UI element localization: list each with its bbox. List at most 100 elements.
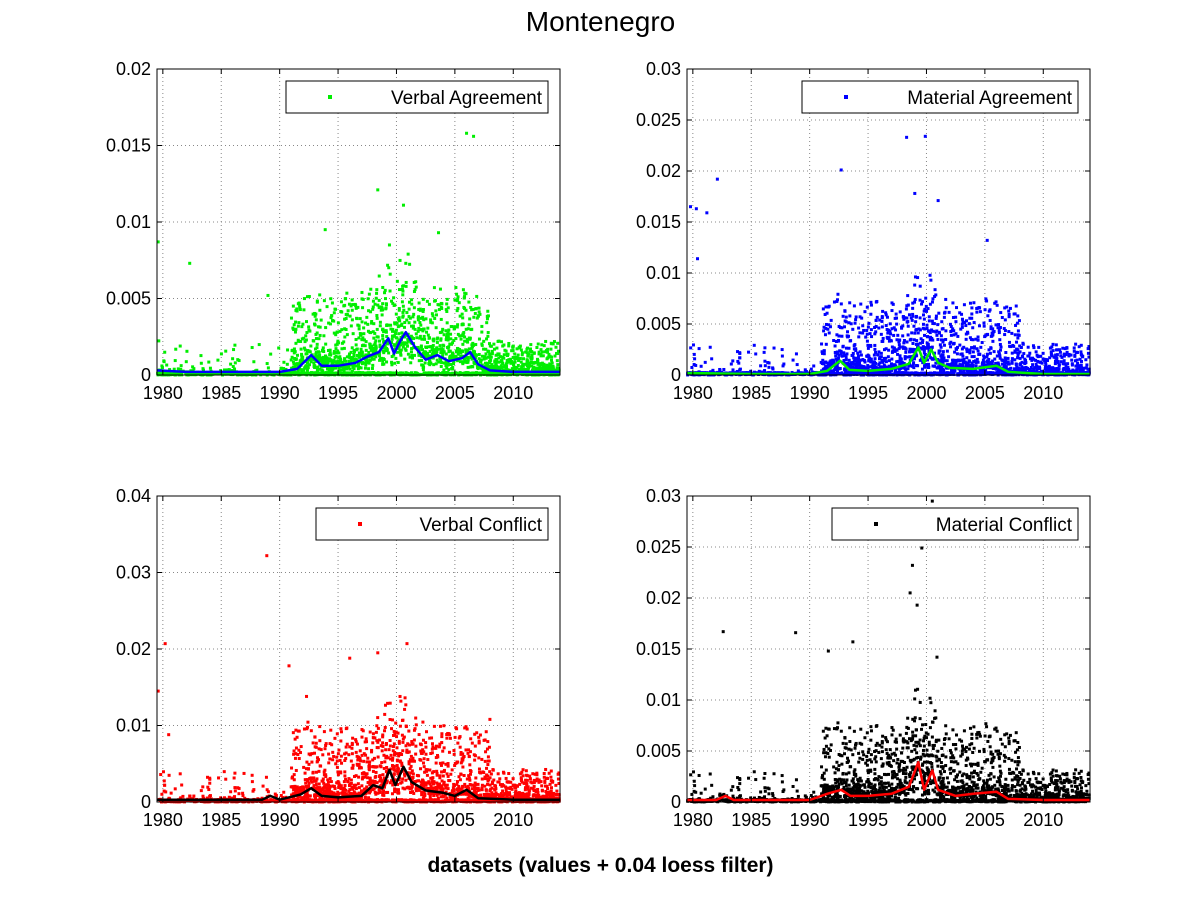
data-point [1081,355,1085,359]
data-point [975,310,979,314]
data-point [527,352,531,356]
data-point [388,289,392,293]
data-point [540,343,544,347]
data-point [515,356,519,360]
data-point [892,326,896,330]
data-point [157,339,161,343]
data-point [410,336,414,340]
x-tick-label: 2010 [493,383,533,403]
data-point [483,369,487,373]
data-point [268,372,272,376]
data-point [931,338,935,342]
data-point [942,356,946,360]
data-point [967,322,971,326]
outlier-point [406,252,410,256]
data-point [427,302,431,306]
data-point [1055,366,1059,370]
data-point [294,320,298,324]
data-point [534,372,538,376]
data-point [889,332,893,336]
data-point [828,325,832,329]
data-point [459,337,463,341]
data-point [999,311,1003,315]
data-point [931,329,935,333]
data-point [907,363,911,367]
data-point [381,302,385,306]
data-point [903,316,907,320]
data-point [336,359,340,363]
data-point [927,319,931,323]
data-point [547,352,551,356]
data-point [471,307,475,311]
data-point [902,341,906,345]
data-point [711,368,715,372]
data-point [832,370,836,374]
data-point [1080,353,1084,357]
data-point [986,360,990,364]
data-point [839,350,843,354]
data-point [1021,342,1025,346]
data-point [399,352,403,356]
data-point [908,355,912,359]
data-point [407,300,411,304]
data-point [364,353,368,357]
data-point [983,308,987,312]
data-point [1003,356,1007,360]
data-point [444,308,448,312]
data-point [891,349,895,353]
data-point [336,321,340,325]
data-point [208,366,212,370]
data-point [359,332,363,336]
data-point [456,297,460,301]
data-point [1010,351,1014,355]
data-point [357,336,361,340]
data-point [835,333,839,337]
data-point [392,372,396,376]
data-point [458,334,462,338]
data-point [1048,366,1052,370]
data-point [462,331,466,335]
data-point [494,353,498,357]
data-point [1014,362,1018,366]
data-point [463,335,467,339]
data-point [972,355,976,359]
data-point [340,347,344,351]
data-point [955,306,959,310]
data-point [854,367,858,371]
data-point [311,339,315,343]
data-point [364,357,368,361]
data-point [998,326,1002,330]
data-point [477,306,481,310]
data-point [923,333,927,337]
data-point [978,310,982,314]
data-point [993,301,997,305]
data-point [317,350,321,354]
data-point [893,349,897,353]
data-point [848,301,852,305]
data-point [1011,343,1015,347]
data-point [466,327,470,331]
data-point [1057,363,1061,367]
data-point [335,330,339,334]
data-point [440,349,444,353]
data-point [314,337,318,341]
data-point [880,315,884,319]
data-point [312,361,316,365]
data-point [968,348,972,352]
data-point [937,331,941,335]
data-point [184,360,188,364]
data-point [384,329,388,333]
data-point [324,342,328,346]
data-point [873,343,877,347]
data-point [933,364,937,368]
data-point [252,360,256,364]
data-point [435,346,439,350]
data-point [413,327,417,331]
data-point [891,302,895,306]
data-point [1069,353,1073,357]
data-point [1085,363,1089,367]
data-point [881,309,885,313]
data-point [449,342,453,346]
data-point [1013,349,1017,353]
data-point [292,351,296,355]
